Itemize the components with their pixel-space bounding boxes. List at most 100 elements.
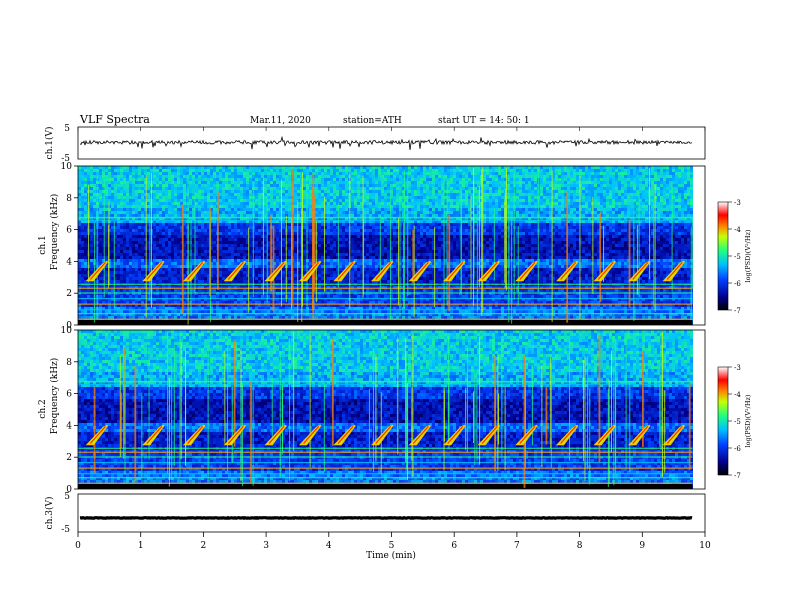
ch1-spec-spheric [338, 203, 339, 289]
ch2-spec-spheric [473, 391, 474, 443]
ch2-colorbar-tick-label: -3 [734, 364, 741, 372]
ch1-spec-spheric [508, 173, 509, 322]
ch1-spec-ytick-label: 8 [66, 194, 72, 204]
ch1-colorbar-label: log(PSD)(V²/Hz) [744, 229, 752, 282]
ch2-spec-spheric [467, 347, 468, 452]
xaxis-tick-label: 5 [389, 541, 395, 551]
ch2-spec-spheric [324, 383, 325, 473]
ch2-spec-spheric [232, 387, 233, 464]
ch3-ytick-bottom: -5 [61, 525, 70, 535]
ch2-spec-spheric [171, 353, 172, 479]
xaxis-tick-label: 1 [138, 541, 144, 551]
ch1-colorbar: -3-4-5-6-7 log(PSD)(V²/Hz) [718, 199, 752, 315]
ch1-spec-spheric [633, 200, 634, 321]
ch2-spec-spheric [629, 381, 630, 472]
ch1-spec-narrowband-line [78, 304, 692, 305]
ch2-spec-spheric [141, 393, 142, 480]
ch1-spec-narrowband-line [78, 309, 692, 310]
ch1-spec-ytick-label: 4 [66, 257, 72, 267]
ch2-spec-ytick-label: 10 [61, 326, 73, 336]
ch1-spec-spheric [104, 179, 105, 297]
ch2-spec-spheric [234, 341, 236, 447]
xaxis-tick-label: 8 [577, 541, 583, 551]
ch2-spec-spheric [310, 334, 311, 468]
ch1-spec-spheric [398, 218, 399, 305]
ch2-spec-spheric [546, 387, 548, 445]
ch2-spec-narrowband-line [78, 483, 692, 484]
ch1-spec-spheric [188, 174, 189, 293]
ch2-spec-narrowband-line [78, 468, 692, 469]
ch1-spec-spheric [505, 189, 506, 287]
ch2-spec-spheric [659, 376, 660, 448]
ch2-spec-spheric [181, 343, 182, 459]
ch1-spec-narrowband-line [78, 319, 692, 320]
ch1-ylabel: ch.1(V) [44, 127, 55, 160]
ch2-spec-spheric [587, 356, 588, 469]
ch1-spec-spheric [324, 197, 325, 292]
ch2-spec-spheric [134, 366, 136, 481]
xaxis-tick-label: 7 [514, 541, 520, 551]
ch1-spec-spheric [511, 220, 512, 324]
ch1-spec-spheric [592, 197, 593, 294]
ch2-spec-spheric [583, 360, 584, 461]
ch1-spec-spheric [579, 176, 580, 319]
ch2-spec-spheric [123, 345, 124, 459]
ch2-colorbar-tick-label: -7 [734, 472, 741, 480]
ch2-spec-spheric [550, 357, 551, 447]
ch1-spec-spheric [434, 227, 435, 307]
ch1-spec-spheric [518, 226, 519, 305]
ch1-spec-spheric [444, 177, 445, 313]
ch1-spec-spheric [273, 226, 275, 312]
xaxis-tick-label: 2 [201, 541, 207, 551]
ch3-ytick-top: 5 [64, 492, 70, 502]
ch1-spec-spheric [363, 176, 364, 298]
ch1-spec-spheric [566, 192, 568, 323]
xaxis-tick-label: 10 [699, 541, 711, 551]
ch1-spec-spheric [471, 196, 472, 299]
ch1-waveform-panel: 5 -5 ch.1(V) [44, 124, 705, 164]
ch1-spec-spheric [599, 213, 601, 303]
ch1-spec-spheric [639, 192, 640, 297]
ch1-spec-spheric [108, 201, 109, 285]
ch2-spec-ylabel: Frequency (kHz) [49, 358, 60, 435]
ch1-spec-spheric [481, 169, 482, 315]
ch2-spec-spheric [289, 338, 290, 481]
ch1-spec-narrowband-line [78, 313, 692, 314]
ch2-spec-spheric [227, 340, 228, 471]
ch1-spec-spheric [297, 200, 298, 322]
ch2-spec-spheric [282, 384, 283, 455]
ch1-spec-ylabel: Frequency (kHz) [49, 194, 60, 271]
ch2-spec-spheric [406, 357, 407, 469]
date-label: Mar.11, 2020 [250, 116, 311, 126]
ch2-spec-spheric [253, 386, 254, 486]
ch2-spec-spheric [407, 383, 408, 480]
ch2-spec-narrowband-line [78, 477, 692, 478]
ch1-spec-spheric [146, 175, 147, 318]
ch1-spec-spheric [479, 186, 480, 287]
ch1-spec-spheric [349, 172, 350, 308]
ch2-spec-spheric [476, 369, 477, 460]
ch1-colorbar-tick-label: -3 [734, 199, 741, 207]
ch1-spec-spheric [506, 168, 507, 290]
ch2-spec-spheric [479, 337, 480, 465]
ch1-spec-spheric [407, 172, 408, 296]
ch1-spec-ytick-label: 2 [66, 289, 72, 299]
ch2-spec-spheric [661, 333, 662, 449]
ch2-spec-spheric [412, 333, 413, 476]
ch1-spec-spheric [182, 204, 184, 313]
ch1-colorbar-tick-label: -5 [734, 253, 741, 261]
ch1-spec-spheric [151, 173, 152, 308]
ch2-spec-spheric [293, 332, 294, 451]
ch1-spec-spheric [447, 181, 448, 305]
ch2-spec-spheric [626, 331, 627, 468]
ch2-spec-spheric [169, 378, 170, 487]
ch2-colorbar-label: log(PSD)(V²/Hz) [744, 394, 752, 447]
ch1-spec-spheric [399, 185, 400, 318]
ch2-spec-spheric [532, 366, 533, 446]
ch2-spec-spheric [224, 351, 225, 444]
ch1-spec-spheric [302, 172, 303, 306]
ch2-spec-spheric [465, 388, 466, 450]
ch3-waveform-line [80, 518, 692, 519]
